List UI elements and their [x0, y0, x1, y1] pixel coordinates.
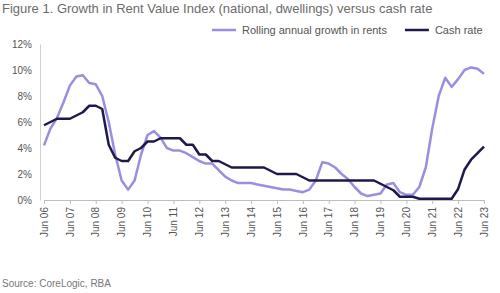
- x-tick: Jun 14: [246, 200, 257, 237]
- x-tick-mark: [199, 200, 200, 204]
- source: Source: CoreLogic, RBA: [2, 278, 111, 289]
- x-tick-mark: [44, 200, 45, 204]
- y-tick-label: 4%: [18, 143, 33, 154]
- y-axis-line: [40, 45, 41, 201]
- x-tick-label: Jun 10: [142, 207, 153, 237]
- x-tick: Jun 09: [116, 200, 127, 237]
- x-tick-mark: [70, 200, 71, 204]
- y-tick: 4%: [18, 143, 40, 154]
- x-axis: Jun 06 Jun 07 Jun 08 Jun 09 Jun 10 Jun 11 Jun …: [39, 200, 490, 237]
- x-tick: Jun 11: [168, 200, 179, 236]
- x-tick-label: Jun 15: [272, 207, 283, 237]
- x-tick: Jun 12: [194, 200, 205, 237]
- plot-area: [44, 67, 484, 198]
- x-tick-mark: [484, 200, 485, 204]
- x-tick-mark: [173, 200, 174, 204]
- x-axis-line: [45, 201, 485, 205]
- x-tick-mark: [251, 200, 252, 204]
- x-tick-mark: [277, 200, 278, 204]
- x-tick-label: Jun 11: [168, 207, 179, 237]
- x-tick-mark: [303, 200, 304, 204]
- x-tick: Jun 18: [349, 200, 360, 237]
- x-tick-mark: [380, 200, 381, 204]
- y-tick-label: 0%: [18, 195, 33, 206]
- x-tick-label: Jun 23: [479, 207, 490, 237]
- x-tick-label: Jun 22: [453, 207, 464, 237]
- x-tick-label: Jun 09: [116, 207, 127, 237]
- legend-swatch: [212, 29, 236, 32]
- x-tick-mark: [96, 200, 97, 204]
- series-line: [44, 106, 484, 199]
- chart: Figure 1. Growth in Rent Value Index (na…: [0, 0, 500, 293]
- x-tick-label: Jun 17: [323, 207, 334, 237]
- x-tick-mark: [406, 200, 407, 204]
- y-tick-label: 8%: [18, 91, 33, 102]
- x-tick-mark: [432, 200, 433, 204]
- legend: Rolling annual growth in rents Cash rate: [212, 24, 483, 36]
- x-tick-label: Jun 18: [349, 207, 360, 237]
- x-tick: Jun 22: [453, 200, 464, 237]
- y-tick: 10%: [12, 65, 40, 76]
- x-tick: Jun 07: [65, 200, 76, 237]
- y-tick: 12%: [12, 39, 40, 50]
- x-tick: Jun 21: [427, 200, 438, 237]
- x-tick-mark: [148, 200, 149, 204]
- x-tick-mark: [458, 200, 459, 204]
- x-tick: Jun 13: [220, 200, 231, 237]
- y-tick: 2%: [18, 169, 40, 180]
- legend-label: Cash rate: [435, 24, 483, 36]
- x-tick-label: Jun 16: [298, 207, 309, 237]
- x-tick-label: Jun 21: [427, 207, 438, 237]
- title: Figure 1. Growth in Rent Value Index (na…: [2, 1, 432, 16]
- y-axis: 0% 2% 4% 6% 8% 10% 12%: [12, 39, 41, 206]
- y-tick-label: 2%: [18, 169, 33, 180]
- x-tick-mark: [225, 200, 226, 204]
- y-tick-label: 12%: [12, 39, 32, 50]
- x-tick: Jun 20: [401, 200, 412, 237]
- x-tick-mark: [329, 200, 330, 204]
- legend-label: Rolling annual growth in rents: [242, 24, 387, 36]
- x-tick: Jun 17: [323, 200, 334, 237]
- legend-swatch: [405, 29, 429, 32]
- y-tick: 6%: [18, 117, 40, 128]
- x-tick: Jun 23: [479, 200, 490, 237]
- x-tick: Jun 19: [375, 200, 386, 237]
- y-tick-label: 6%: [18, 117, 33, 128]
- x-tick-label: Jun 07: [65, 207, 76, 237]
- x-tick-label: Jun 06: [39, 207, 50, 237]
- x-tick-label: Jun 19: [375, 207, 386, 237]
- x-tick: Jun 15: [272, 200, 283, 237]
- x-tick-label: Jun 13: [220, 207, 231, 237]
- x-tick-label: Jun 14: [246, 207, 257, 237]
- x-tick: Jun 16: [298, 200, 309, 237]
- x-tick-mark: [355, 200, 356, 204]
- x-tick: Jun 08: [90, 200, 101, 237]
- y-tick: 8%: [18, 91, 40, 102]
- legend-item: Cash rate: [405, 24, 483, 36]
- legend-item: Rolling annual growth in rents: [212, 24, 387, 36]
- x-tick: Jun 10: [142, 200, 153, 237]
- y-tick-label: 10%: [12, 65, 32, 76]
- x-tick-mark: [122, 200, 123, 204]
- x-tick-label: Jun 12: [194, 207, 205, 237]
- x-tick: Jun 06: [39, 200, 50, 237]
- y-tick: 0%: [18, 195, 40, 206]
- x-tick-label: Jun 08: [90, 207, 101, 237]
- x-tick-label: Jun 20: [401, 207, 412, 237]
- series-line: [44, 67, 484, 196]
